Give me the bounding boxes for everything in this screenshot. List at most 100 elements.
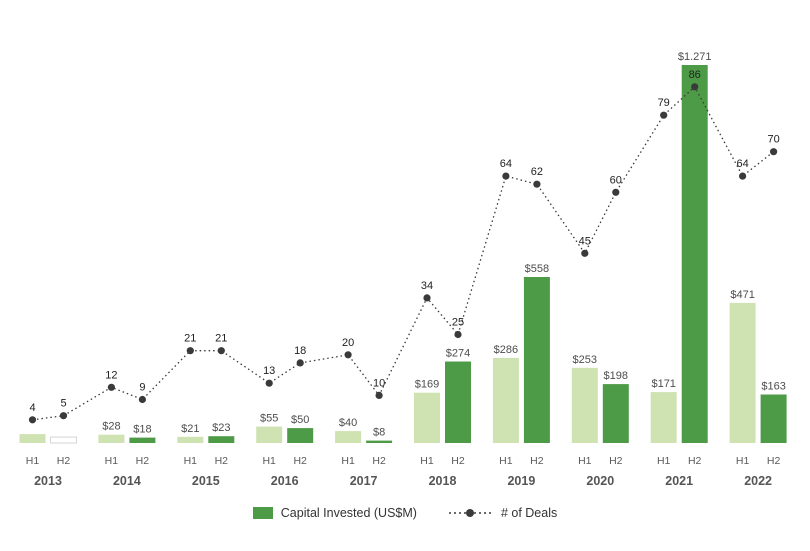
- deal-count-label: 86: [689, 69, 701, 81]
- bar-value-label: $171: [651, 378, 675, 390]
- bar-2018-H2: [445, 361, 471, 443]
- deal-point-2019-H2: [533, 180, 541, 188]
- dotted-line-marker-icon: [448, 509, 491, 517]
- deal-count-label: 25: [452, 317, 464, 329]
- bar-2019-H1: [492, 357, 519, 443]
- bar-2014-H2: [129, 437, 156, 443]
- x-tick-2016-H2: H2: [293, 455, 307, 467]
- x-tick-2018-H1: H1: [420, 455, 434, 467]
- x-year-label-2015: 2015: [192, 474, 220, 488]
- deal-count-label: 18: [294, 345, 306, 357]
- x-tick-2021-H1: H1: [657, 455, 671, 467]
- bar-2018-H1: [414, 392, 440, 443]
- bar-swatch-icon: [252, 507, 273, 519]
- deal-point-2020-H1: [581, 249, 589, 257]
- legend-label-capital-invested: Capital Invested (US$M): [280, 506, 417, 520]
- deal-point-2022-H1: [739, 172, 747, 180]
- bar-value-label: $274: [446, 348, 470, 360]
- bar-value-label: $253: [573, 354, 597, 366]
- deal-point-2020-H2: [612, 188, 620, 196]
- bar-2015-H1: [177, 436, 204, 443]
- deal-point-2017-H2: [375, 391, 383, 399]
- x-tick-2020-H1: H1: [578, 455, 592, 467]
- bar-value-label: $558: [525, 263, 549, 275]
- deal-count-label: 79: [658, 97, 670, 109]
- bar-value-label: $471: [730, 289, 754, 301]
- x-year-label-2013: 2013: [34, 474, 62, 488]
- bar-value-label: $23: [212, 422, 230, 434]
- bar-2022-H2: [760, 394, 787, 443]
- deal-count-label: 70: [767, 134, 779, 146]
- x-year-label-2021: 2021: [665, 474, 693, 488]
- deal-point-2021-H1: [660, 111, 668, 119]
- x-tick-2014-H2: H2: [136, 455, 150, 467]
- deal-count-label: 4: [29, 402, 35, 414]
- deal-point-2016-H1: [265, 379, 273, 387]
- bar-2020-H1: [571, 367, 598, 443]
- deal-count-label: 10: [373, 377, 385, 389]
- deal-point-2019-H1: [502, 172, 510, 180]
- deal-point-2013-H1: [28, 416, 37, 424]
- deal-point-2014-H2: [138, 395, 146, 404]
- x-tick-2015-H1: H1: [184, 455, 198, 467]
- legend-item-capital-invested: Capital Invested (US$M): [252, 506, 417, 520]
- bar-2021-H2: [681, 65, 708, 443]
- x-tick-2020-H2: H2: [609, 455, 623, 467]
- x-year-label-2017: 2017: [350, 474, 378, 488]
- deals-line: [32, 85, 775, 421]
- x-tick-2019-H1: H1: [499, 455, 513, 467]
- deal-point-2015-H1: [186, 347, 194, 355]
- deal-count-label: 60: [610, 174, 622, 186]
- x-tick-2014-H1: H1: [105, 455, 119, 467]
- deal-count-label: 45: [579, 235, 591, 247]
- deal-point-2022-H2: [770, 148, 778, 156]
- x-tick-2019-H2: H2: [530, 455, 544, 467]
- x-year-label-2014: 2014: [113, 474, 141, 488]
- deal-count-label: 5: [60, 398, 66, 410]
- deal-count-label: 20: [342, 337, 354, 349]
- deal-count-label: 62: [531, 166, 543, 178]
- bar-2015-H2: [208, 436, 235, 443]
- deal-count-label: 21: [215, 333, 227, 345]
- chart-legend: Capital Invested (US$M) # of Deals: [0, 506, 810, 520]
- x-tick-2022-H1: H1: [736, 455, 750, 467]
- bar-2020-H2: [602, 384, 629, 443]
- x-tick-2013-H2: H2: [57, 455, 71, 467]
- deal-count-label: 12: [105, 369, 117, 381]
- bar-2013-H1: [19, 434, 46, 443]
- x-tick-2022-H2: H2: [767, 455, 781, 467]
- bar-value-label: $50: [291, 414, 309, 426]
- deal-count-label: 13: [263, 365, 275, 377]
- deal-point-2016-H2: [296, 359, 304, 367]
- deal-count-label: 34: [421, 280, 433, 292]
- deal-point-2014-H1: [107, 383, 115, 391]
- bar-2016-H2: [287, 428, 314, 443]
- bar-value-label: $21: [181, 423, 199, 435]
- x-tick-2017-H1: H1: [341, 455, 355, 467]
- bar-value-label: $163: [761, 381, 785, 393]
- x-year-label-2020: 2020: [586, 474, 614, 488]
- deal-point-2021-H2: [691, 83, 699, 91]
- bar-value-label: $1.271: [678, 51, 712, 63]
- x-tick-2021-H2: H2: [688, 455, 702, 467]
- bar-2014-H1: [98, 434, 125, 443]
- bar-2013-H2: [50, 436, 77, 444]
- deal-count-label: 9: [139, 382, 145, 394]
- x-tick-2017-H2: H2: [372, 455, 386, 467]
- bar-value-label: $18: [133, 424, 151, 436]
- bar-value-label: $8: [373, 427, 385, 439]
- bar-value-label: $55: [260, 413, 278, 425]
- bar-2019-H2: [523, 277, 550, 443]
- x-tick-2018-H2: H2: [451, 455, 465, 467]
- x-tick-2015-H2: H2: [215, 455, 229, 467]
- deal-count-label: 21: [184, 333, 196, 345]
- bar-value-label: $40: [339, 417, 357, 429]
- bar-2022-H1: [729, 302, 756, 443]
- deal-point-2018-H1: [423, 294, 431, 302]
- x-year-label-2016: 2016: [271, 474, 299, 488]
- bar-value-label: $28: [102, 421, 120, 433]
- bar-value-label: $198: [604, 370, 628, 382]
- deal-point-2015-H2: [217, 347, 225, 355]
- bar-value-label: $169: [415, 379, 439, 391]
